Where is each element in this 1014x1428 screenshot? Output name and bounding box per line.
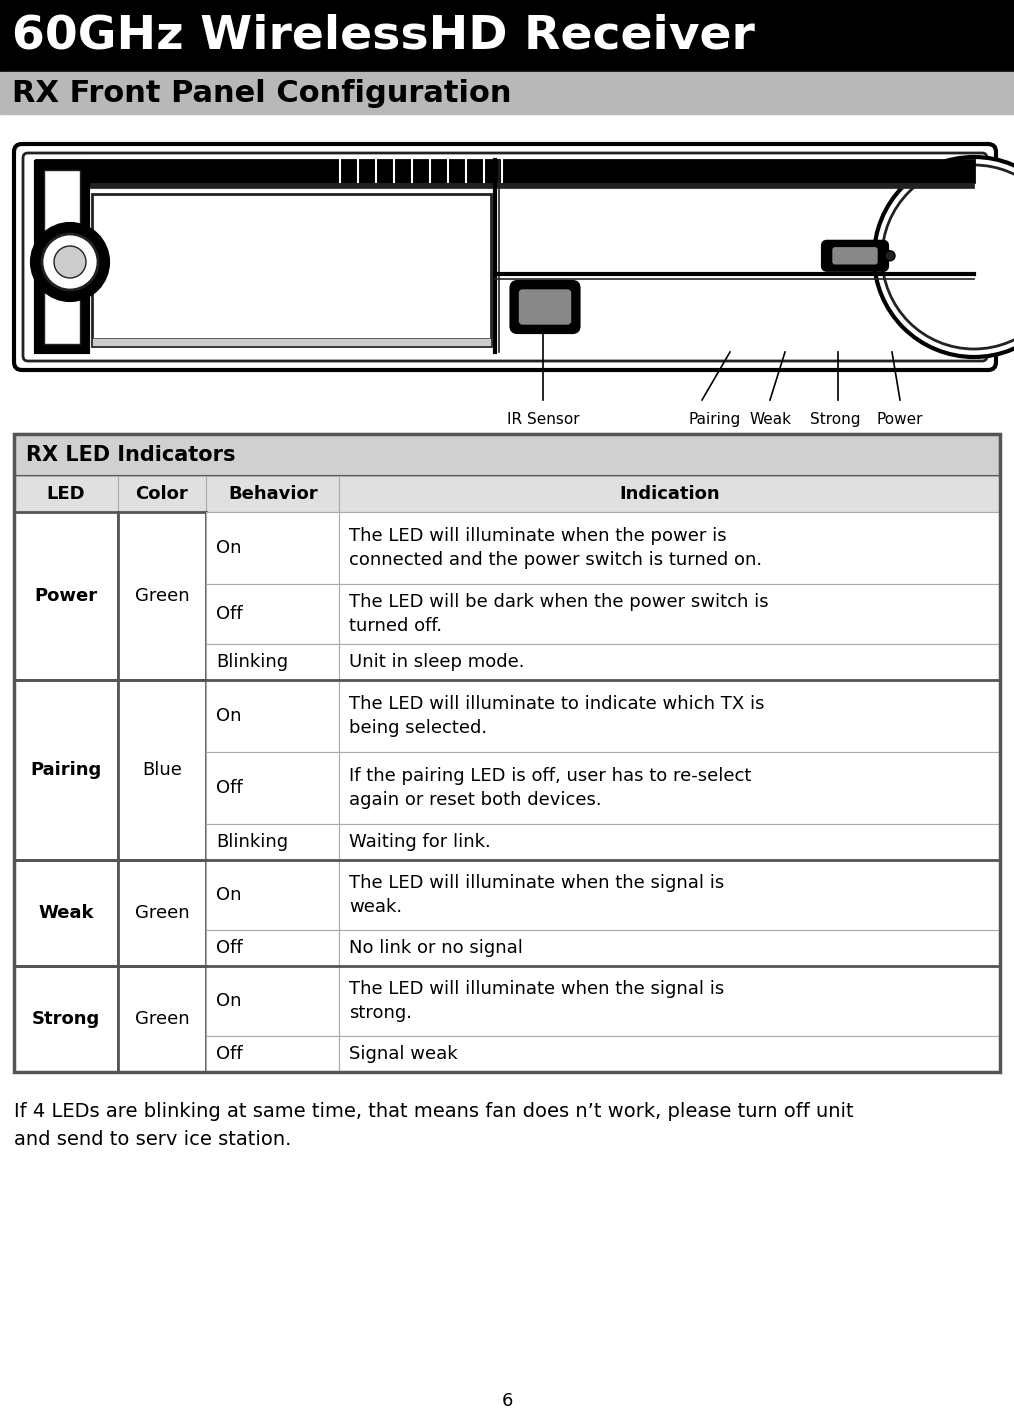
Text: On: On (216, 538, 241, 557)
Text: RX LED Indicators: RX LED Indicators (26, 446, 235, 466)
Bar (340, 644, 1000, 680)
Circle shape (885, 251, 895, 261)
Bar (118, 476, 206, 513)
Bar (37, 161, 88, 351)
Bar (206, 965, 340, 1035)
Bar (340, 930, 1000, 965)
Text: Power: Power (34, 587, 97, 605)
Text: Blue: Blue (142, 761, 182, 780)
Bar (206, 1035, 340, 1072)
Text: Indication: Indication (620, 486, 720, 503)
Text: 6: 6 (501, 1392, 513, 1409)
Bar (14, 965, 118, 1072)
Bar (118, 965, 206, 1072)
Text: The LED will be dark when the power switch is
turned off.: The LED will be dark when the power swit… (350, 593, 769, 635)
Text: Green: Green (135, 1010, 190, 1028)
Text: RX Front Panel Configuration: RX Front Panel Configuration (12, 79, 511, 107)
Bar (92, 194, 491, 346)
Bar (0, 71, 1014, 114)
Text: Waiting for link.: Waiting for link. (350, 833, 491, 851)
Text: Blinking: Blinking (216, 653, 288, 671)
Bar (206, 930, 340, 965)
Text: Blinking: Blinking (216, 833, 288, 851)
Text: Signal weak: Signal weak (350, 1045, 458, 1062)
Text: Off: Off (216, 1045, 243, 1062)
Bar (340, 965, 1000, 1035)
FancyBboxPatch shape (832, 248, 877, 264)
FancyBboxPatch shape (14, 144, 996, 370)
Bar (118, 513, 206, 680)
Bar (14, 476, 118, 513)
FancyBboxPatch shape (511, 281, 579, 331)
Bar (206, 644, 340, 680)
Text: Green: Green (135, 587, 190, 605)
Circle shape (874, 157, 1014, 357)
Bar (0, 0, 1014, 71)
Bar (206, 476, 340, 513)
Bar (206, 513, 340, 584)
Bar (340, 476, 1000, 513)
Text: Off: Off (216, 780, 243, 797)
Text: The LED will illuminate when the power is
connected and the power switch is turn: The LED will illuminate when the power i… (350, 527, 763, 568)
Bar (37, 160, 974, 181)
Bar (206, 680, 340, 753)
Text: No link or no signal: No link or no signal (350, 940, 523, 957)
Text: Power: Power (877, 413, 924, 427)
Bar (206, 584, 340, 644)
Text: On: On (216, 992, 241, 1010)
Bar (206, 753, 340, 824)
Text: 60GHz WirelessHD Receiver: 60GHz WirelessHD Receiver (12, 13, 754, 59)
Bar (14, 434, 1000, 476)
Bar (37, 183, 974, 188)
Circle shape (32, 224, 108, 300)
Bar (340, 824, 1000, 860)
Bar (14, 680, 118, 860)
Circle shape (42, 234, 98, 290)
Bar (92, 338, 491, 346)
Bar (118, 680, 206, 860)
Bar (14, 434, 1000, 1072)
Text: Unit in sleep mode.: Unit in sleep mode. (350, 653, 525, 671)
Text: IR Sensor: IR Sensor (507, 413, 579, 427)
Bar (340, 753, 1000, 824)
Bar (14, 860, 118, 965)
Text: On: On (216, 707, 241, 725)
Text: Green: Green (135, 904, 190, 922)
Text: Off: Off (216, 940, 243, 957)
FancyBboxPatch shape (823, 241, 887, 270)
Text: The LED will illuminate to indicate which TX is
being selected.: The LED will illuminate to indicate whic… (350, 695, 765, 737)
Text: Pairing: Pairing (689, 413, 741, 427)
Text: If 4 LEDs are blinking at same time, that means fan does n’t work, please turn o: If 4 LEDs are blinking at same time, tha… (14, 1102, 854, 1150)
Text: Strong: Strong (31, 1010, 100, 1028)
Bar (206, 860, 340, 930)
Bar (14, 513, 118, 680)
Bar (206, 824, 340, 860)
Text: LED: LED (47, 486, 85, 503)
Bar (340, 584, 1000, 644)
Bar (340, 860, 1000, 930)
Bar (340, 513, 1000, 584)
Text: Strong: Strong (810, 413, 860, 427)
Text: Behavior: Behavior (228, 486, 317, 503)
Bar (340, 680, 1000, 753)
Bar (44, 170, 80, 344)
Text: Weak: Weak (749, 413, 791, 427)
Circle shape (882, 166, 1014, 348)
Text: Pairing: Pairing (30, 761, 101, 780)
FancyBboxPatch shape (519, 290, 571, 324)
Text: The LED will illuminate when the signal is
strong.: The LED will illuminate when the signal … (350, 980, 725, 1022)
Text: Off: Off (216, 605, 243, 623)
Circle shape (54, 246, 86, 278)
Text: Weak: Weak (38, 904, 93, 922)
Text: Color: Color (136, 486, 189, 503)
Text: The LED will illuminate when the signal is
weak.: The LED will illuminate when the signal … (350, 874, 725, 915)
Bar (118, 860, 206, 965)
Text: If the pairing LED is off, user has to re-select
again or reset both devices.: If the pairing LED is off, user has to r… (350, 767, 751, 808)
Text: On: On (216, 885, 241, 904)
Bar (340, 1035, 1000, 1072)
